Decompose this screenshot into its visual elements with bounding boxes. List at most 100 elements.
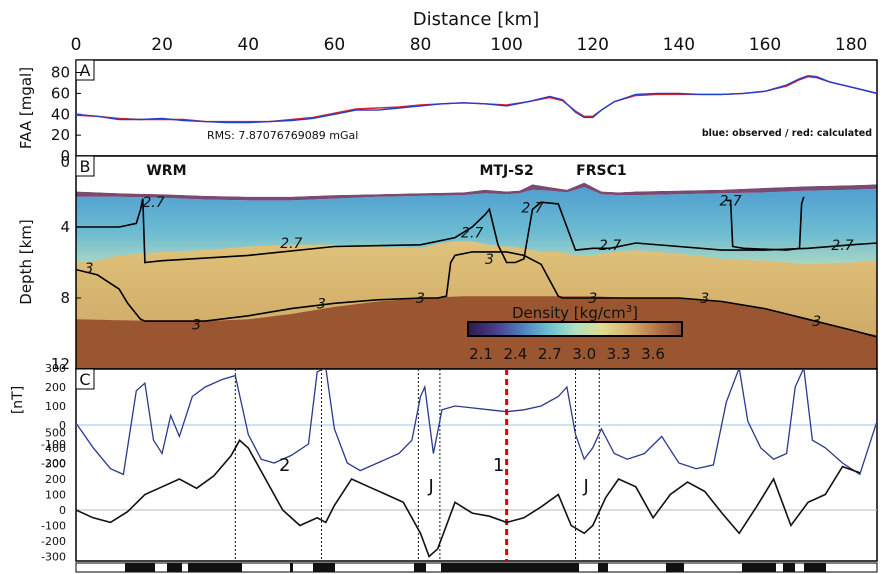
x-tick-label: 0 bbox=[71, 35, 82, 55]
colorbar: Density [kg/cm3] 2.1 2.4 2.7 3.0 3.3 3.6 bbox=[467, 304, 683, 363]
contour-label: 2.7 bbox=[719, 193, 741, 209]
panel-a-y-tick: 40 bbox=[51, 105, 70, 123]
panel-b-y-ticks: 0 4 8 12 bbox=[51, 153, 81, 373]
panel-c-y-tick-bottom: -200 bbox=[41, 535, 66, 548]
site-label: WRM bbox=[146, 163, 186, 179]
site-label: FRSC1 bbox=[576, 163, 626, 179]
contour-label: 2.7 bbox=[461, 225, 483, 241]
panel-c-annotations: 2 J 1 J bbox=[279, 455, 589, 497]
calculated-magnetic-line bbox=[76, 439, 861, 558]
contour-label: 3 bbox=[84, 261, 93, 277]
rms-label: RMS: 7.87076769089 mGal bbox=[207, 129, 358, 142]
panel-b: B Depth [km] 0 4 8 12 WRM MTJ-S2 FRSC1 2.7 2.7… bbox=[17, 153, 878, 373]
x-tick-label: 120 bbox=[577, 35, 609, 55]
panel-c-annotation: 2 bbox=[279, 455, 290, 476]
contour-label: 2.7 bbox=[831, 238, 853, 254]
contour-label: 2.7 bbox=[521, 200, 543, 216]
panel-a-y-tick: 60 bbox=[51, 84, 70, 102]
panel-a-ylabel: FAA [mgal] bbox=[17, 67, 35, 149]
panel-b-y-tick: 8 bbox=[60, 289, 70, 307]
panel-b-ylabel: Depth [km] bbox=[17, 219, 35, 304]
panel-a-y-ticks: 0 20 40 60 80 bbox=[51, 64, 81, 165]
contour-2-7 bbox=[726, 196, 805, 251]
panel-a-letter: A bbox=[80, 61, 91, 80]
panel-c-y-tick-bottom: -300 bbox=[41, 551, 66, 564]
site-labels: WRM MTJ-S2 FRSC1 bbox=[146, 163, 626, 179]
contour-label: 3 bbox=[416, 291, 425, 307]
contour-label: 3 bbox=[192, 318, 201, 334]
panel-a: A FAA [mgal] 0 20 40 60 80 RMS: 7.8707676908… bbox=[17, 59, 878, 165]
contour-label: 3 bbox=[812, 314, 821, 330]
colorbar-title-sup: 3 bbox=[626, 304, 632, 315]
svg-text:Density [kg/cm3]: Density [kg/cm3] bbox=[512, 304, 638, 322]
panel-c-y-tick-top: 200 bbox=[45, 381, 66, 394]
panel-a-y-tick: 80 bbox=[51, 64, 70, 82]
contour-label: 3 bbox=[588, 291, 597, 307]
x-tick-label: 180 bbox=[835, 35, 867, 55]
panel-c-y-tick-top: 300 bbox=[45, 362, 66, 375]
panel-c-y-ticks: 300 200 100 0 -100 -200 500 400 300 200 100 0 -100 -2… bbox=[41, 362, 66, 564]
panel-b-letter: B bbox=[80, 157, 91, 176]
colorbar-tick-label: 2.7 bbox=[538, 345, 562, 363]
polarity-bar bbox=[75, 562, 878, 573]
panel-c-y-tick-top: -100 bbox=[41, 438, 66, 451]
panel-b-y-tick: 12 bbox=[51, 355, 70, 373]
panel-c-annotation: J bbox=[583, 476, 589, 497]
colorbar-tick-label: 3.0 bbox=[572, 345, 596, 363]
panel-c-ylabel: [nT] bbox=[10, 386, 26, 414]
contour-label: 2.7 bbox=[599, 238, 621, 254]
panel-c-y-tick-bottom: 300 bbox=[45, 458, 66, 471]
observed-magnetic-line bbox=[76, 369, 877, 476]
panel-c-y-tick-bottom: 400 bbox=[45, 442, 66, 455]
panel-c-y-tick-bottom: 0 bbox=[59, 504, 66, 517]
x-tick-label: 60 bbox=[324, 35, 346, 55]
panel-a-y-tick: 20 bbox=[51, 126, 70, 144]
colorbar-tick-label: 3.6 bbox=[641, 345, 665, 363]
site-label: MTJ-S2 bbox=[479, 163, 533, 179]
x-tick-label: 140 bbox=[663, 35, 695, 55]
density-contours bbox=[76, 196, 877, 338]
x-tick-label: 160 bbox=[749, 35, 781, 55]
x-tick-label: 20 bbox=[151, 35, 173, 55]
water-column bbox=[76, 156, 877, 197]
faa-series-line bbox=[76, 74, 877, 124]
panel-c-y-tick-bottom: 100 bbox=[45, 489, 66, 502]
sediment-layer bbox=[76, 182, 877, 201]
panel-c-letter: C bbox=[79, 370, 90, 389]
panel-c-y-tick-bottom: 200 bbox=[45, 473, 66, 486]
x-tick-label: 40 bbox=[237, 35, 259, 55]
panel-c-y-tick-bottom: -100 bbox=[41, 520, 66, 533]
panel-c-annotation: J bbox=[427, 476, 433, 497]
panel-c-y-tick-top: -200 bbox=[41, 457, 66, 470]
x-axis-title: Distance [km] bbox=[413, 9, 539, 30]
contour-label: 3 bbox=[700, 291, 709, 307]
panel-c-series bbox=[76, 369, 877, 558]
contour-2-7 bbox=[76, 198, 877, 264]
colorbar-tick-label: 3.3 bbox=[607, 345, 631, 363]
panel-b-y-tick: 4 bbox=[60, 218, 70, 236]
panel-c-y-tick-bottom: 500 bbox=[45, 427, 66, 440]
panel-c-y-tick-top: 0 bbox=[59, 419, 66, 432]
contour-label: 3 bbox=[485, 252, 494, 268]
x-tick-labels: 0 20 40 60 80 100 120 140 160 180 bbox=[71, 35, 867, 373]
panel-c: C [nT] 300 200 100 0 -100 -200 500 400 300 200 100… bbox=[10, 362, 878, 564]
contour-3 bbox=[76, 251, 877, 338]
colorbar-tick-label: 2.1 bbox=[469, 345, 493, 363]
x-tick-label: 100 bbox=[490, 35, 522, 55]
contour-label: 2.7 bbox=[142, 195, 164, 211]
colorbar-ticks: 2.1 2.4 2.7 3.0 3.3 3.6 bbox=[469, 345, 665, 363]
panel-c-annotation: 1 bbox=[493, 455, 504, 476]
colorbar-title: Density [kg/cm bbox=[512, 304, 626, 322]
contour-label: 2.7 bbox=[280, 236, 302, 252]
panel-a-series bbox=[76, 74, 877, 124]
reference-lines bbox=[234, 369, 600, 561]
legend-text: blue: observed / red: calculated bbox=[702, 128, 872, 139]
contour-label: 3 bbox=[317, 296, 326, 312]
colorbar-title-close: ] bbox=[632, 304, 638, 322]
colorbar-tick-label: 2.4 bbox=[503, 345, 527, 363]
panel-a-y-tick: 0 bbox=[60, 147, 70, 165]
panel-c-y-tick-top: 100 bbox=[45, 400, 66, 413]
panel-b-y-tick: 0 bbox=[60, 153, 70, 171]
